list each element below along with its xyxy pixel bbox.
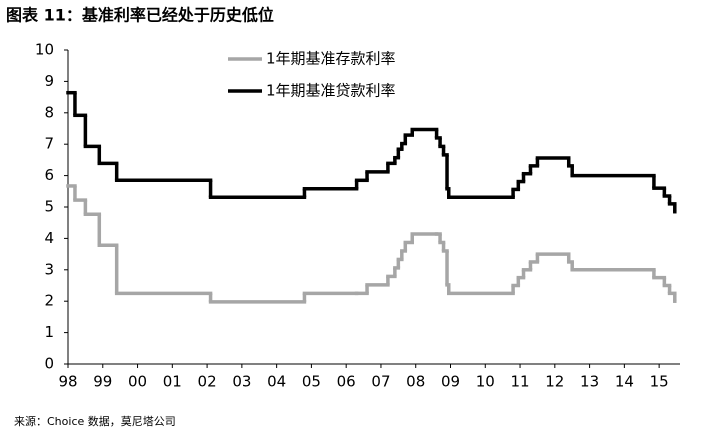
x-tick-label: 98 xyxy=(58,373,77,391)
x-tick-label: 07 xyxy=(371,373,390,391)
x-tick-label: 10 xyxy=(476,373,495,391)
x-tick-label: 13 xyxy=(580,373,599,391)
y-tick-label: 3 xyxy=(44,260,54,278)
x-tick-label: 99 xyxy=(93,373,112,391)
x-tick-label: 05 xyxy=(302,373,321,391)
x-tick-label: 08 xyxy=(406,373,425,391)
legend-label: 1年期基准存款利率 xyxy=(266,50,396,68)
y-tick-label: 4 xyxy=(44,229,54,247)
x-tick-label: 04 xyxy=(267,373,286,391)
x-tick-label: 12 xyxy=(545,373,564,391)
x-tick-label: 03 xyxy=(232,373,251,391)
x-tick-label: 09 xyxy=(441,373,460,391)
legend-label: 1年期基准贷款利率 xyxy=(266,82,396,100)
y-tick-label: 2 xyxy=(44,292,54,310)
x-tick-label: 02 xyxy=(198,373,217,391)
x-tick-label: 00 xyxy=(128,373,147,391)
x-tick-label: 14 xyxy=(615,373,634,391)
y-tick-label: 5 xyxy=(44,198,54,216)
y-tick-label: 10 xyxy=(35,41,54,59)
chart-title: 图表 11：基准利率已经处于历史低位 xyxy=(6,6,274,25)
y-tick-label: 1 xyxy=(44,323,54,341)
x-tick-label: 06 xyxy=(337,373,356,391)
y-tick-label: 8 xyxy=(44,103,54,121)
y-tick-label: 0 xyxy=(44,355,54,373)
x-tick-label: 01 xyxy=(163,373,182,391)
y-tick-label: 7 xyxy=(44,135,54,153)
y-tick-label: 9 xyxy=(44,72,54,90)
x-tick-label: 15 xyxy=(650,373,669,391)
y-tick-label: 6 xyxy=(44,166,54,184)
x-tick-label: 11 xyxy=(510,373,529,391)
source-note: 来源：Choice 数据，莫尼塔公司 xyxy=(14,414,176,428)
